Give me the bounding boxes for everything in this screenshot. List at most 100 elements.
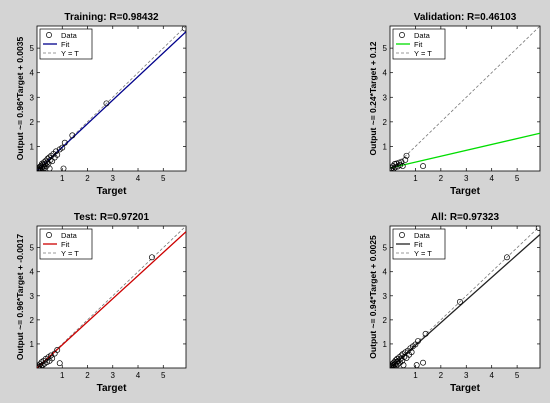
x-tick-label: 5 [515, 174, 520, 183]
data-point [46, 165, 53, 171]
x-axis-label: Target [450, 383, 480, 394]
data-point [103, 100, 110, 107]
y-tick-label: 5 [383, 244, 388, 253]
data-point [390, 165, 397, 171]
data-point [399, 163, 406, 170]
x-tick-label: 3 [464, 371, 469, 380]
chart-title: Test: R=0.97201 [74, 212, 150, 223]
data-point [422, 330, 429, 337]
subplot-2: Validation: R=0.46103 1 2 3 4 5 1 2 3 4 5 Target Out… [368, 12, 541, 197]
x-tick-label: 5 [161, 371, 166, 380]
x-tick-label: 1 [413, 174, 418, 183]
y-tick-label: 4 [30, 268, 35, 277]
y-tick-label: 3 [30, 292, 35, 301]
y-tick-label: 4 [30, 69, 35, 78]
data-point [403, 152, 410, 159]
data-point [394, 355, 401, 362]
data-point [390, 167, 396, 171]
x-tick-label: 2 [85, 371, 90, 380]
legend-marker-data [399, 32, 405, 38]
x-tick-label: 1 [413, 371, 418, 380]
data-point [42, 161, 49, 168]
y-tick-label: 4 [383, 69, 388, 78]
x-tick-label: 4 [489, 371, 494, 380]
legend-label-identity: Y = T [61, 49, 79, 58]
plot-area [390, 26, 540, 171]
y-tick-label: 5 [30, 44, 35, 53]
legend-label-data: Data [414, 31, 431, 40]
plot-area [390, 226, 540, 368]
data-point [60, 165, 67, 171]
x-tick-label: 2 [439, 174, 444, 183]
identity-line [390, 226, 540, 368]
fit-line [37, 231, 186, 368]
x-tick-label: 4 [136, 371, 141, 380]
y-tick-label: 2 [383, 118, 388, 127]
chart-title: All: R=0.97323 [431, 212, 500, 223]
y-tick-label: 3 [30, 93, 35, 102]
data-point [181, 26, 186, 32]
legend-label-data: Data [414, 231, 431, 240]
data-point [503, 254, 510, 261]
data-point [393, 160, 400, 167]
data-point [69, 132, 76, 139]
subplot-1: Training: R=0.98432 1 2 3 4 5 1 2 3 4 5 Target Outpu… [15, 12, 187, 197]
data-point [420, 359, 427, 366]
data-point [535, 226, 540, 231]
data-point [393, 362, 400, 368]
data-point [47, 156, 54, 163]
data-point [413, 362, 420, 368]
legend-marker-data [399, 232, 405, 238]
data-point [59, 144, 66, 151]
data-point [52, 148, 59, 155]
y-tick-label: 1 [30, 142, 35, 151]
data-point [392, 164, 399, 171]
data-point [397, 355, 404, 362]
data-point [148, 254, 155, 261]
y-axis-label: Output ~= 0.96*Target + -0.0017 [15, 234, 25, 360]
fit-line [390, 233, 540, 368]
plot-area [37, 26, 186, 171]
data-point [420, 163, 427, 170]
data-point [39, 362, 46, 368]
legend-label-fit: Fit [61, 40, 70, 49]
legend-label-identity: Y = T [414, 49, 432, 58]
chart-title: Validation: R=0.46103 [414, 12, 517, 23]
data-point [54, 346, 61, 353]
x-tick-label: 4 [136, 174, 141, 183]
y-axis-label: Output ~= 0.94*Target + 0.0025 [368, 235, 378, 359]
x-tick-label: 5 [161, 174, 166, 183]
y-axis-label: Output ~= 0.96*Target + 0.0035 [15, 37, 25, 161]
x-tick-label: 3 [464, 174, 469, 183]
fit-line [390, 132, 540, 169]
legend-marker-data [46, 232, 52, 238]
y-tick-label: 2 [383, 316, 388, 325]
legend-label-identity: Y = T [61, 249, 79, 258]
y-tick-label: 2 [30, 118, 35, 127]
x-tick-label: 4 [489, 174, 494, 183]
y-tick-label: 3 [383, 93, 388, 102]
y-tick-label: 1 [383, 340, 388, 349]
data-point [49, 355, 56, 362]
x-axis-label: Target [450, 186, 480, 197]
data-point [400, 362, 407, 368]
data-point [47, 352, 54, 359]
legend-label-data: Data [61, 31, 78, 40]
legend-label-data: Data [61, 231, 78, 240]
data-point [408, 349, 415, 356]
data-point [402, 156, 409, 163]
subplot-3: Test: R=0.97201 1 2 3 4 5 1 2 3 4 5 Target Output ~=… [15, 212, 187, 394]
data-point [37, 364, 43, 368]
y-tick-label: 5 [30, 244, 35, 253]
chart-title: Training: R=0.98432 [64, 12, 159, 23]
legend-label-fit: Fit [61, 240, 70, 249]
y-axis-label: Output ~= 0.24*Target + 0.12 [368, 41, 378, 155]
legend-label-fit: Fit [414, 40, 423, 49]
x-tick-label: 3 [111, 174, 116, 183]
data-point [38, 359, 45, 366]
y-tick-label: 3 [383, 292, 388, 301]
plot-area [37, 226, 186, 368]
